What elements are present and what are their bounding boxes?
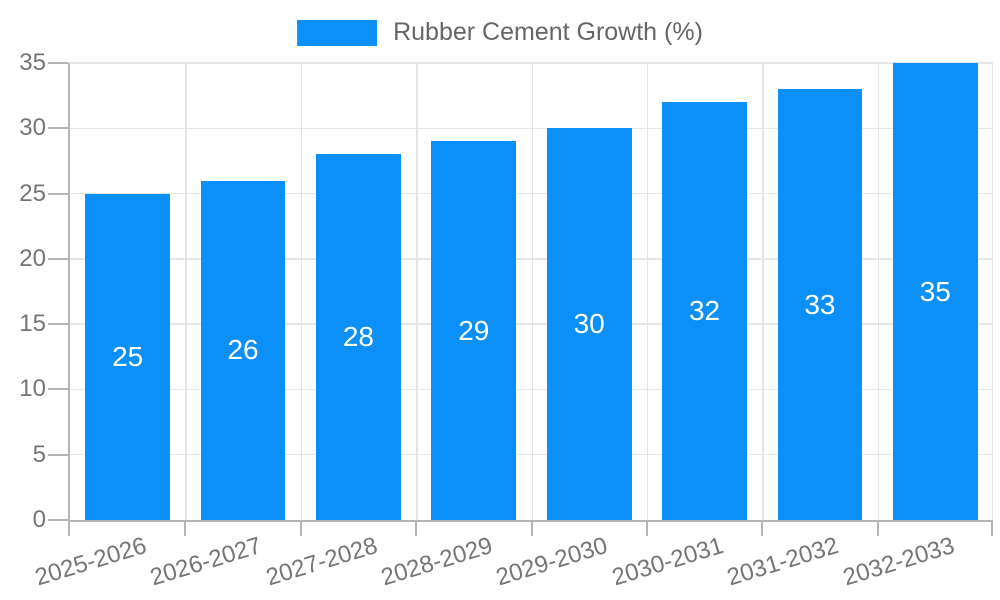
y-axis-tick bbox=[48, 519, 68, 521]
bar-2030-2031[interactable]: 32 bbox=[662, 102, 747, 520]
x-axis-label: 2031-2032 bbox=[724, 532, 842, 592]
y-axis-label: 15 bbox=[19, 310, 46, 338]
x-axis-label: 2026-2027 bbox=[147, 532, 265, 592]
bar-value-label: 30 bbox=[573, 308, 605, 340]
y-axis-label: 30 bbox=[19, 114, 46, 142]
y-axis-tick bbox=[48, 257, 68, 260]
y-axis-tick bbox=[48, 453, 68, 456]
x-gridline bbox=[646, 63, 649, 520]
x-gridline bbox=[416, 63, 418, 520]
x-axis-tick bbox=[530, 520, 533, 536]
y-axis-tick bbox=[48, 388, 68, 391]
y-axis-label: 0 bbox=[32, 506, 46, 533]
bar-value-label: 29 bbox=[458, 314, 490, 346]
bar-2025-2026[interactable]: 25 bbox=[85, 193, 171, 520]
y-axis-tick bbox=[48, 127, 68, 130]
bar-2029-2030[interactable]: 30 bbox=[546, 128, 632, 520]
bar-value-label: 28 bbox=[342, 321, 374, 353]
x-gridline bbox=[185, 63, 187, 520]
x-gridline bbox=[762, 63, 764, 520]
bar-2027-2028[interactable]: 28 bbox=[316, 154, 401, 520]
legend-swatch-icon bbox=[297, 19, 378, 46]
bar-value-label: 35 bbox=[919, 275, 951, 307]
x-axis-tick bbox=[299, 520, 302, 536]
x-axis-tick bbox=[415, 520, 418, 536]
x-gridline bbox=[531, 63, 533, 520]
legend-label: Rubber Cement Growth (%) bbox=[393, 18, 703, 46]
x-axis-label: 2025-2026 bbox=[31, 532, 150, 592]
x-axis-tick bbox=[184, 520, 187, 536]
x-axis-tick bbox=[761, 520, 764, 536]
y-axis-label: 20 bbox=[19, 244, 46, 272]
x-gridline bbox=[300, 63, 303, 520]
legend-item[interactable]: Rubber Cement Growth (%) bbox=[297, 18, 703, 47]
y-axis-tick bbox=[48, 192, 68, 195]
bar-2028-2029[interactable]: 29 bbox=[431, 141, 517, 520]
bar-2026-2027[interactable]: 26 bbox=[200, 180, 286, 520]
x-axis-tick bbox=[645, 520, 648, 536]
x-axis-label: 2032-2033 bbox=[839, 532, 958, 592]
x-gridline bbox=[991, 63, 993, 520]
plot-area: 0 5 10 15 20 25 30 35 25 26 28 29 30 32 33 35 2025-2026 2… bbox=[19, 49, 993, 591]
x-axis-tick bbox=[876, 520, 879, 536]
y-axis-label: 25 bbox=[19, 179, 46, 207]
x-axis-tick bbox=[68, 520, 70, 536]
bar-value-label: 25 bbox=[112, 340, 144, 372]
x-axis-label: 2027-2028 bbox=[262, 532, 381, 592]
x-axis-tick bbox=[991, 520, 993, 536]
bar-value-label: 33 bbox=[804, 288, 836, 320]
y-axis-label: 5 bbox=[32, 440, 46, 468]
y-axis-tick bbox=[48, 62, 68, 64]
y-axis-label: 10 bbox=[19, 375, 46, 403]
bar-2032-2033[interactable]: 35 bbox=[892, 63, 978, 520]
x-axis-label: 2029-2030 bbox=[493, 532, 612, 592]
x-axis-label: 2030-2031 bbox=[608, 532, 727, 592]
bar-2031-2032[interactable]: 33 bbox=[777, 89, 863, 520]
y-axis-label: 35 bbox=[19, 49, 46, 76]
x-gridline bbox=[877, 63, 880, 520]
x-axis-label: 2028-2029 bbox=[378, 532, 496, 592]
bar-value-label: 32 bbox=[688, 295, 721, 327]
bar-value-label: 26 bbox=[227, 334, 259, 366]
y-axis-tick bbox=[48, 323, 68, 326]
